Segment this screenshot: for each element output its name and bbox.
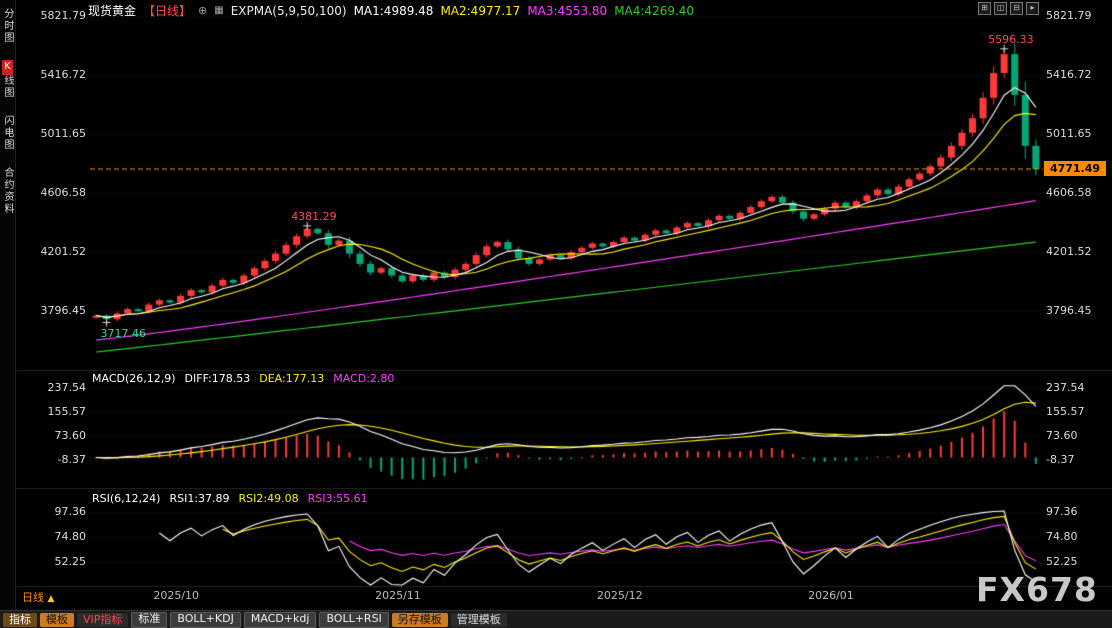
sidebar-item-label: 分时图 (2, 8, 13, 44)
last-price-badge: 4771.49 (1044, 160, 1106, 176)
sidebar-item-label: 合约资料 (2, 167, 13, 215)
tab-templates[interactable]: 模板 (40, 612, 74, 627)
tab-macd-kdj[interactable]: MACD+kdj (243, 611, 317, 628)
period-selector-label: 日线 (22, 591, 44, 604)
rsi-label-row: RSI(6,12,24) RSI1:37.89 RSI2:49.08 RSI3:… (92, 492, 368, 505)
macd-label-row: MACD(26,12,9) DIFF:178.53 DEA:177.13 MAC… (92, 372, 394, 385)
ma1-value: MA1:4989.48 (353, 3, 434, 18)
axis-tick-label: -8.37 (57, 452, 86, 466)
expma-label: EXPMA(5,9,50,100) (230, 3, 347, 18)
axis-tick-label: 237.54 (1046, 380, 1085, 394)
ma2-value: MA2:4977.17 (440, 3, 521, 18)
sidebar-item-label: 闪电图 (2, 115, 13, 151)
axis-tick-label: 5821.79 (40, 9, 87, 22)
symbol-name: 现货黄金 (88, 4, 137, 18)
tab-manage-template[interactable]: 管理模板 (450, 612, 507, 627)
axis-tick-label: 73.60 (54, 428, 87, 442)
axis-tick-label: -8.37 (1046, 452, 1075, 466)
axis-tick-label: 5416.72 (40, 68, 87, 81)
axis-tick-label: 155.57 (47, 404, 87, 418)
axis-tick-label: 5821.79 (1046, 9, 1092, 22)
xaxis-month-label: 2025/12 (596, 589, 643, 602)
tab-indicators[interactable]: 指标 (3, 612, 37, 627)
axis-tick-label: 237.54 (47, 380, 87, 394)
layout-next-icon[interactable]: ▸ (1026, 2, 1039, 15)
tab-boll-rsi[interactable]: BOLL+RSI (319, 611, 389, 628)
sidebar-item-kline-chart[interactable]: K线图 (1, 60, 14, 99)
xaxis-month-label: 2025/11 (375, 589, 421, 602)
peak-price-label: 5596.33 (988, 32, 1034, 46)
layout-grid-icon[interactable]: ⊞ (978, 2, 991, 15)
macd-diff-value: DIFF:178.53 (184, 372, 251, 385)
sidebar-item-label: 线图 (2, 75, 13, 99)
kline-badge: K (2, 60, 13, 75)
axis-tick-label: 4606.58 (40, 186, 87, 199)
ma4-value: MA4:4269.40 (614, 3, 695, 18)
xaxis-month-label: 2026/01 (808, 589, 854, 602)
period-selector[interactable]: 日线 ▲ (22, 589, 54, 605)
axis-tick-label: 73.60 (1046, 428, 1078, 442)
rsi2-value: RSI2:49.08 (238, 492, 299, 505)
sidebar-item-time-chart[interactable]: 分时图 (1, 8, 14, 44)
axis-tick-label: 4606.58 (1046, 186, 1092, 199)
axis-tick-label: 4201.52 (40, 244, 87, 258)
axis-tick-label: 3796.45 (1046, 304, 1092, 317)
macd-macd-value: MACD:2.80 (333, 372, 395, 385)
xaxis-month-label: 2025/10 (153, 589, 200, 602)
fx678-watermark: FX678 (976, 570, 1098, 609)
macd-dea-value: DEA:177.13 (259, 372, 325, 385)
axis-tick-label: 74.80 (54, 529, 87, 543)
tab-boll-kdj[interactable]: BOLL+KDJ (170, 611, 241, 628)
sidebar-item-contract-info[interactable]: 合约资料 (1, 167, 14, 215)
chart-type-sidebar: 分时图 K线图闪电图合约资料 (0, 0, 16, 618)
sidebar-item-flash-chart[interactable]: 闪电图 (1, 115, 14, 151)
macd-params-label: MACD(26,12,9) (92, 372, 176, 385)
swing-high-label: 4381.29 (291, 209, 337, 223)
axis-tick-label: 74.80 (1046, 529, 1078, 543)
swing-low-label: 3717.46 (100, 326, 147, 340)
axis-tick-label: 97.36 (54, 505, 87, 518)
axis-tick-label: 97.36 (1046, 505, 1078, 518)
axis-tick-label: 5416.72 (1046, 68, 1092, 81)
tab-standard[interactable]: 标准 (131, 611, 168, 628)
indicator-chip-icon: ▦ (214, 5, 224, 16)
axis-tick-label: 52.25 (54, 554, 87, 568)
period-up-arrow-icon: ▲ (47, 594, 55, 604)
rsi1-value: RSI1:37.89 (169, 492, 230, 505)
chart-header: 现货黄金 【日线】 ⊕ ▦ EXPMA(5,9,50,100) MA1:4989… (88, 2, 694, 19)
axis-tick-label: 5011.65 (1046, 127, 1092, 140)
indicator-template-toolbar: 指标 模板 VIP指标 标准 BOLL+KDJ MACD+kdj BOLL+RSI 另存模板管… (0, 610, 1112, 628)
layout-split-icon[interactable]: ◫ (994, 2, 1007, 15)
axis-tick-label: 52.25 (1046, 554, 1078, 568)
window-layout-icons: ⊞ ◫ ⊟ ▸ (978, 2, 1039, 15)
axis-tick-label: 4201.52 (1046, 244, 1092, 258)
axis-tick-label: 5011.65 (40, 127, 87, 140)
rsi3-value: RSI3:55.61 (307, 492, 368, 505)
layout-rows-icon[interactable]: ⊟ (1010, 2, 1023, 15)
add-indicator-icon[interactable]: ⊕ (198, 4, 208, 17)
ma3-value: MA3:4553.80 (527, 3, 608, 18)
tab-vip-indicators[interactable]: VIP指标 (77, 612, 129, 627)
axis-tick-label: 3796.45 (40, 304, 87, 317)
axis-tick-label: 155.57 (1046, 404, 1085, 418)
tab-save-template[interactable]: 另存模板 (391, 612, 448, 627)
rsi-params-label: RSI(6,12,24) (92, 492, 161, 505)
period-tag[interactable]: 【日线】 (143, 4, 192, 18)
